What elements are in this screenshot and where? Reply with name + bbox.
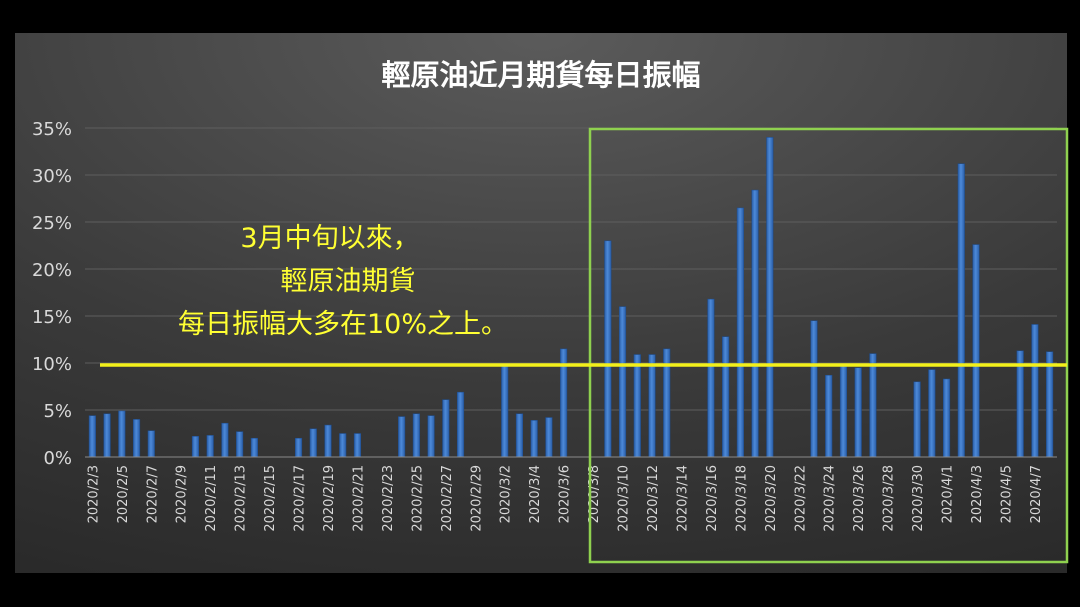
y-axis: 0% 5% 10% 15% 20% 25% 30% 35% bbox=[32, 119, 72, 469]
bar bbox=[942, 378, 951, 458]
bar bbox=[766, 137, 774, 458]
bar bbox=[191, 436, 200, 458]
x-tick-label: 2020/2/17 bbox=[293, 465, 308, 532]
bar bbox=[618, 306, 627, 458]
x-tick-label: 2020/2/23 bbox=[381, 465, 396, 532]
x-tick-label: 2020/4/7 bbox=[1029, 465, 1044, 523]
y-tick-label: 25% bbox=[32, 213, 72, 234]
x-tick-label: 2020/2/9 bbox=[175, 465, 190, 523]
bar bbox=[236, 431, 244, 458]
chart-background bbox=[15, 33, 1067, 573]
bar bbox=[309, 428, 317, 458]
bar bbox=[412, 413, 420, 458]
x-tick-label: 2020/3/2 bbox=[499, 465, 514, 523]
bar bbox=[339, 433, 347, 458]
x-tick-label: 2020/3/24 bbox=[823, 465, 838, 532]
x-tick-label: 2020/3/14 bbox=[675, 465, 690, 532]
bar bbox=[1046, 351, 1054, 458]
bar bbox=[206, 435, 214, 458]
x-tick-label: 2020/3/12 bbox=[646, 465, 661, 532]
x-tick-label: 2020/4/1 bbox=[941, 465, 956, 523]
bar bbox=[825, 374, 833, 458]
x-tick-label: 2020/2/5 bbox=[116, 465, 131, 523]
annotation-line-3: 每日振幅大多在10%之上。 bbox=[178, 309, 508, 340]
bar bbox=[147, 430, 155, 458]
y-tick-label: 15% bbox=[32, 307, 72, 328]
x-tick-label: 2020/2/13 bbox=[234, 465, 249, 532]
bar bbox=[854, 367, 862, 458]
y-tick-label: 5% bbox=[43, 401, 72, 422]
bar bbox=[648, 354, 656, 458]
bar bbox=[294, 437, 303, 458]
x-tick-label: 2020/2/27 bbox=[440, 465, 455, 532]
x-tick-label: 2020/3/20 bbox=[764, 465, 779, 532]
bar bbox=[736, 207, 744, 458]
bar bbox=[751, 189, 759, 458]
bar bbox=[515, 413, 524, 458]
x-tick-label: 2020/3/16 bbox=[705, 465, 720, 532]
bar bbox=[913, 381, 921, 458]
x-tick-label: 2020/3/22 bbox=[793, 465, 808, 532]
chart-title: 輕原油近月期貨每日振幅 bbox=[381, 58, 700, 92]
x-tick-label: 2020/2/7 bbox=[145, 465, 160, 523]
annotation-line-1: 3月中旬以來， bbox=[240, 223, 419, 254]
bar bbox=[530, 420, 538, 458]
x-tick-label: 2020/3/10 bbox=[617, 465, 632, 532]
y-tick-label: 35% bbox=[32, 119, 72, 140]
bar bbox=[972, 244, 980, 458]
bar bbox=[324, 424, 332, 458]
bar bbox=[250, 437, 258, 458]
bars bbox=[88, 137, 1054, 458]
x-tick-label: 2020/2/21 bbox=[351, 465, 366, 532]
bar bbox=[442, 399, 450, 458]
x-tick-label: 2020/2/15 bbox=[263, 465, 278, 532]
bar bbox=[707, 298, 715, 458]
bar bbox=[103, 413, 111, 458]
highlight-box bbox=[588, 127, 1069, 564]
bar bbox=[839, 365, 848, 458]
bar bbox=[427, 415, 435, 458]
annotation-line-2: 輕原油期貨 bbox=[281, 266, 416, 297]
x-tick-label: 2020/2/25 bbox=[410, 465, 425, 532]
x-tick-label: 2020/3/6 bbox=[558, 465, 573, 523]
x-tick-label: 2020/3/28 bbox=[882, 465, 897, 532]
bar bbox=[810, 320, 818, 458]
y-tick-label: 0% bbox=[43, 448, 72, 469]
x-tick-label: 2020/2/19 bbox=[322, 465, 337, 532]
bar bbox=[1031, 324, 1039, 458]
x-tick-label: 2020/3/30 bbox=[911, 465, 926, 532]
y-tick-label: 30% bbox=[32, 166, 72, 187]
annotation: 3月中旬以來， 輕原油期貨 每日振幅大多在10%之上。 bbox=[178, 223, 508, 340]
bar bbox=[132, 419, 141, 458]
bar bbox=[456, 391, 465, 458]
x-tick-label: 2020/3/18 bbox=[734, 465, 749, 532]
bar bbox=[545, 417, 553, 458]
bar bbox=[722, 336, 730, 458]
bar bbox=[633, 354, 641, 458]
x-tick-label: 2020/3/26 bbox=[852, 465, 867, 532]
x-tick-label: 2020/2/11 bbox=[204, 465, 219, 532]
y-tick-label: 20% bbox=[32, 260, 72, 281]
bar bbox=[869, 353, 877, 458]
bar bbox=[501, 363, 509, 458]
bar bbox=[221, 422, 229, 458]
bar bbox=[398, 416, 406, 458]
x-tick-label: 2020/2/3 bbox=[86, 465, 101, 523]
y-tick-label: 10% bbox=[32, 354, 72, 375]
bar bbox=[957, 163, 965, 458]
bar bbox=[353, 433, 362, 458]
bar bbox=[118, 410, 126, 458]
bar bbox=[88, 415, 96, 458]
x-tick-label: 2020/3/4 bbox=[528, 465, 543, 523]
bar bbox=[604, 240, 612, 458]
x-tick-label: 2020/2/29 bbox=[469, 465, 484, 532]
bar bbox=[928, 369, 936, 458]
x-tick-label: 2020/4/5 bbox=[999, 465, 1014, 523]
x-axis: 2020/2/3 2020/2/5 2020/2/7 2020/2/9 2020/2/1… bbox=[86, 465, 1044, 532]
x-tick-label: 2020/4/3 bbox=[970, 465, 985, 523]
